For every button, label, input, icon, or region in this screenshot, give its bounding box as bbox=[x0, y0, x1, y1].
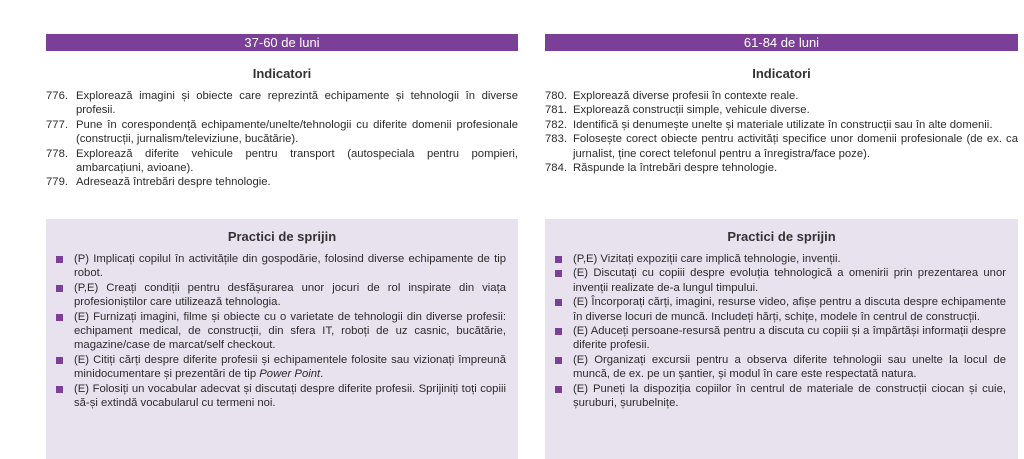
column-61-84: 61-84 de luni Indicatori 780. Explorează … bbox=[545, 34, 1018, 175]
indicator-item: 782. Identifică și denumește unelte și ma… bbox=[545, 118, 1018, 132]
practices-title: Practici de sprijin bbox=[227, 229, 337, 244]
practices-list: (P) Implicați copilul în activitățile di… bbox=[46, 252, 518, 410]
practice-text: (E) Furnizați imagini, filme și obiecte … bbox=[74, 310, 506, 352]
indicator-number: 782. bbox=[545, 118, 567, 131]
indicators-list: 776. Explorează imagini și obiecte care r… bbox=[46, 89, 518, 190]
indicators-title: Indicatori bbox=[752, 66, 811, 81]
indicator-item: 781. Explorează construcții simple, vehic… bbox=[545, 103, 1018, 117]
practice-item: (P) Implicați copilul în activitățile di… bbox=[56, 252, 506, 281]
practice-text: (P,E) Creați condiții pentru desfășurare… bbox=[74, 281, 506, 309]
indicator-item: 783. Folosește corect obiecte pentru acti… bbox=[545, 132, 1018, 161]
practice-text-italic: Power Point bbox=[259, 368, 321, 381]
square-bullet-icon bbox=[555, 252, 573, 266]
practice-item: (E) Puneți la dispoziția copiilor în cen… bbox=[555, 382, 1006, 411]
practice-text: (E) Aduceți persoane-resursă pentru a di… bbox=[573, 325, 1006, 352]
practice-text: (E) Puneți la dispoziția copiilor în cen… bbox=[573, 382, 1006, 410]
indicator-text: Explorează diferite vehicule pentru tran… bbox=[76, 147, 518, 175]
indicator-item: 777. Pune în corespondență echipamente/un… bbox=[46, 118, 518, 147]
practice-text: (P,E) Vizitați expoziții care implică te… bbox=[573, 253, 841, 265]
practices-title: Practici de sprijin bbox=[727, 229, 836, 244]
indicator-number: 779. bbox=[46, 176, 68, 189]
practice-item: (E) Aduceți persoane-resursă pentru a di… bbox=[555, 324, 1006, 353]
practice-item: (P,E) Creați condiții pentru desfășurare… bbox=[56, 281, 506, 310]
square-bullet-icon bbox=[56, 281, 74, 310]
age-header: 61-84 de luni bbox=[545, 34, 1018, 51]
square-bullet-icon bbox=[555, 295, 573, 324]
practice-text-end: . bbox=[320, 368, 324, 381]
practices-box-61-84: Practici de sprijin (P,E) Vizitați expoz… bbox=[545, 219, 1018, 459]
practice-text: (P) Implicați copilul în activitățile di… bbox=[74, 253, 506, 280]
square-bullet-icon bbox=[555, 382, 573, 411]
indicator-text: Pune în corespondență echipamente/unelte… bbox=[76, 118, 518, 146]
practice-text: (E) Încorporați cărți, imagini, resurse … bbox=[573, 296, 1006, 323]
indicator-text: Explorează imagini și obiecte care repre… bbox=[76, 90, 518, 117]
indicator-number: 778. bbox=[46, 147, 68, 160]
practice-item: (P,E) Vizitați expoziții care implică te… bbox=[555, 252, 1006, 266]
practice-item: (E) Citiți cărți despre diferite profesi… bbox=[56, 353, 506, 382]
indicators-list: 780. Explorează diverse profesii în conte… bbox=[545, 89, 1018, 175]
indicator-text: Adresează întrebări despre tehnologie. bbox=[76, 176, 271, 189]
practice-text: (E) Discutați cu copiii despre evoluția … bbox=[573, 267, 1006, 294]
square-bullet-icon bbox=[555, 353, 573, 382]
indicator-number: 780. bbox=[545, 90, 567, 102]
indicator-item: 780. Explorează diverse profesii în conte… bbox=[545, 89, 1018, 103]
practices-box-37-60: Practici de sprijin (P) Implicați copilu… bbox=[46, 219, 518, 459]
practice-item: (E) Discutați cu copiii despre evoluția … bbox=[555, 266, 1006, 295]
square-bullet-icon bbox=[56, 252, 74, 281]
practice-item: (E) Încorporați cărți, imagini, resurse … bbox=[555, 295, 1006, 324]
column-37-60: 37-60 de luni Indicatori 776. Explorează … bbox=[46, 34, 518, 190]
indicators-title: Indicatori bbox=[252, 66, 312, 81]
indicator-text: Identifică și denumește unelte și materi… bbox=[573, 118, 993, 131]
age-header: 37-60 de luni bbox=[46, 34, 518, 51]
practice-text-wrap: (E) Citiți cărți despre diferite profesi… bbox=[74, 353, 506, 382]
indicator-text: Răspunde la întrebări despre tehnologie. bbox=[573, 162, 778, 175]
square-bullet-icon bbox=[56, 382, 74, 411]
practice-item: (E) Furnizați imagini, filme și obiecte … bbox=[56, 310, 506, 353]
indicator-number: 781. bbox=[545, 104, 567, 117]
practice-text: (E) Folosiți un vocabular adecvat și dis… bbox=[74, 382, 506, 410]
indicator-item: 779. Adresează întrebări despre tehnologi… bbox=[46, 175, 518, 189]
practices-list: (P,E) Vizitați expoziții care implică te… bbox=[545, 252, 1018, 410]
indicator-number: 783. bbox=[545, 133, 567, 146]
indicator-number: 776. bbox=[46, 90, 68, 102]
indicator-item: 776. Explorează imagini și obiecte care r… bbox=[46, 89, 518, 118]
indicator-text: Explorează construcții simple, vehicule … bbox=[573, 104, 810, 117]
square-bullet-icon bbox=[56, 353, 74, 382]
indicator-item: 778. Explorează diferite vehicule pentru … bbox=[46, 147, 518, 176]
indicator-number: 784. bbox=[545, 162, 567, 175]
practice-text: (E) Organizați excursii pentru a observa… bbox=[573, 353, 1006, 381]
indicator-text: Folosește corect obiecte pentru activită… bbox=[573, 133, 1018, 160]
indicator-item: 784. Răspunde la întrebări despre tehnolo… bbox=[545, 161, 1018, 175]
square-bullet-icon bbox=[555, 266, 573, 295]
practice-item: (E) Organizați excursii pentru a observa… bbox=[555, 353, 1006, 382]
indicator-number: 777. bbox=[46, 118, 68, 131]
square-bullet-icon bbox=[555, 324, 573, 353]
practice-item: (E) Folosiți un vocabular adecvat și dis… bbox=[56, 382, 506, 411]
indicator-text: Explorează diverse profesii în contexte … bbox=[573, 90, 799, 102]
square-bullet-icon bbox=[56, 310, 74, 353]
practice-text: (E) Citiți cărți despre diferite profesi… bbox=[74, 353, 506, 381]
